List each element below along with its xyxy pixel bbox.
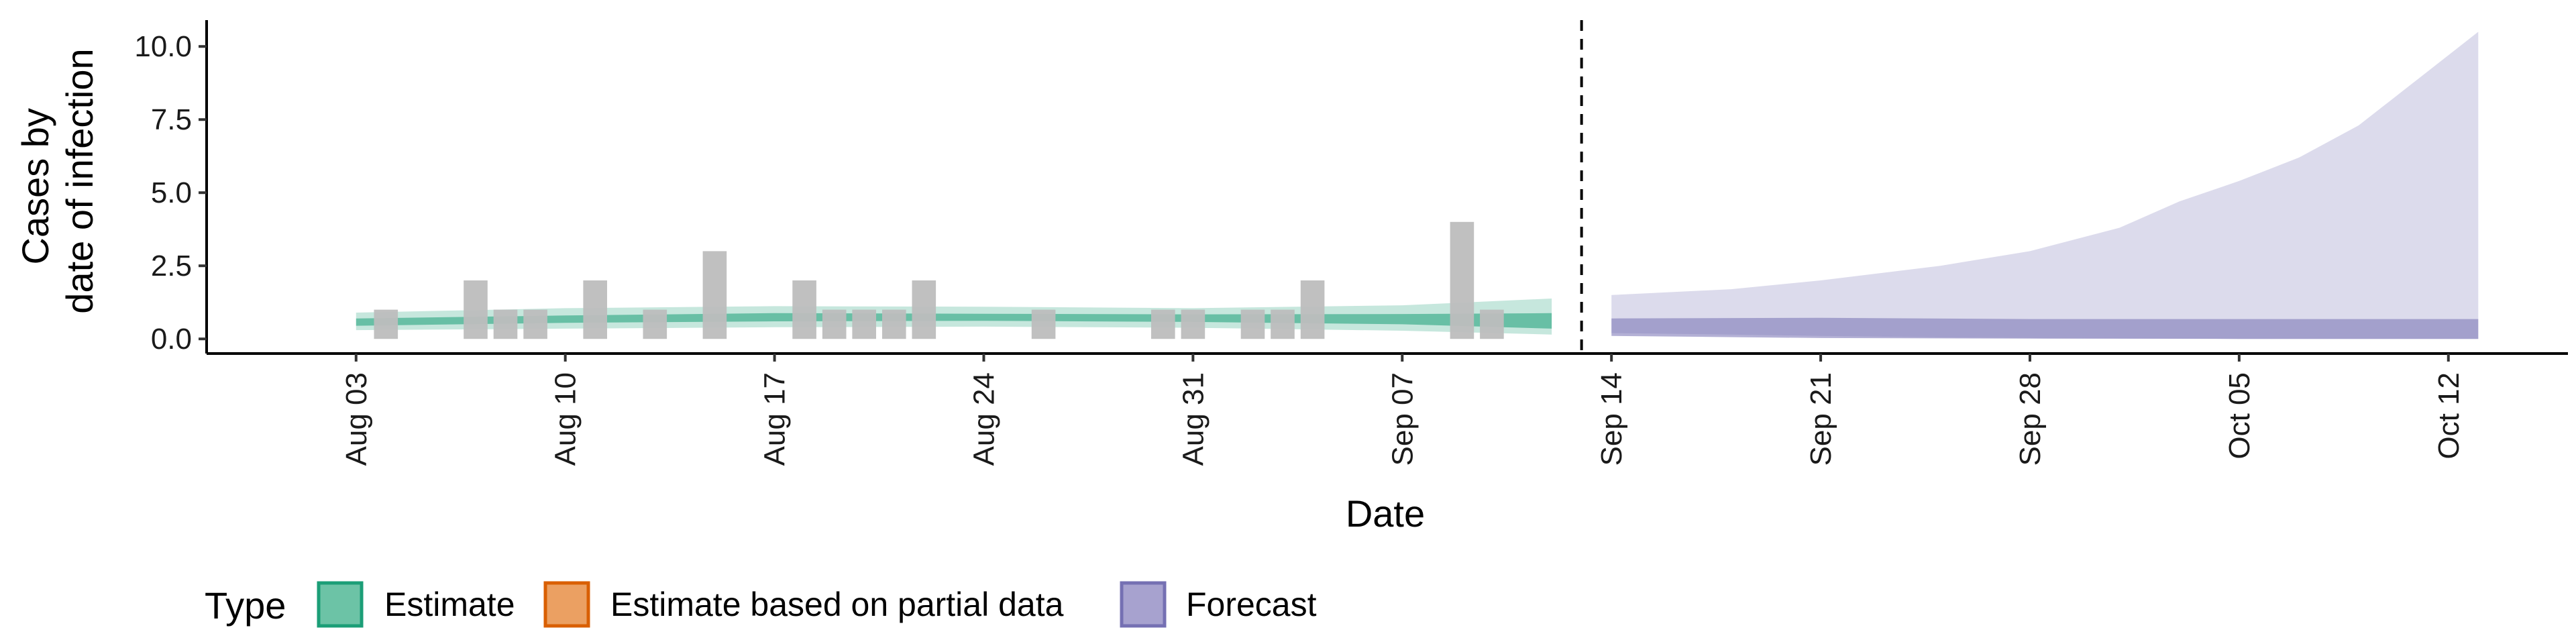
x-axis-ticks: Aug 03 Aug 10 Aug 17 Aug 24 Aug 31 Sep 07 Sep … [340, 354, 2465, 466]
x-tick-label: Oct 12 [2432, 372, 2465, 460]
x-tick-label: Sep 28 [2014, 372, 2047, 466]
legend-key-estimate-partial [543, 581, 590, 628]
y-axis-title-line-1: Cases by [14, 108, 56, 264]
legend-label-forecast: Forecast [1186, 586, 1317, 623]
legend-label-estimate: Estimate [384, 586, 515, 623]
y-axis-title-line-2: date of infection [58, 48, 101, 313]
observed-case-bar [643, 309, 667, 339]
observed-case-bar [374, 309, 398, 339]
x-tick-label: Aug 17 [759, 372, 792, 466]
x-tick-label: Oct 05 [2223, 372, 2256, 460]
x-tick-label: Aug 10 [549, 372, 582, 466]
observed-case-bar [1240, 309, 1265, 339]
y-axis-title: Cases by date of infection [14, 48, 101, 313]
observed-case-bar [493, 309, 518, 339]
y-tick-label: 7.5 [151, 103, 192, 136]
forecast-inner-band [1611, 317, 2479, 339]
observed-case-bar [1031, 309, 1056, 339]
observed-case-bar [523, 309, 547, 339]
observed-case-bar [1300, 280, 1325, 339]
x-axis-title: Date [1346, 492, 1425, 535]
observed-case-bar [882, 309, 906, 339]
legend-key-forecast [1120, 581, 1167, 628]
y-tick-label: 2.5 [151, 250, 192, 282]
legend-item-estimate: Estimate [317, 581, 515, 628]
legend-label-estimate-partial: Estimate based on partial data [610, 586, 1064, 623]
legend-title: Type [205, 584, 286, 627]
observed-case-bar [1151, 309, 1175, 339]
x-tick-label: Aug 24 [968, 372, 1001, 466]
plot-panel: 0.0 2.5 5.0 7.5 10.0 Aug 03 Aug 10 Aug 17 Aug 2… [134, 20, 2568, 466]
x-tick-label: Aug 03 [340, 372, 373, 466]
y-tick-label: 5.0 [151, 176, 192, 209]
observed-case-bar [822, 309, 847, 339]
observed-case-bar [912, 280, 936, 339]
observed-case-bar [702, 251, 727, 339]
observed-bars [374, 221, 1504, 339]
y-tick-label: 0.0 [151, 323, 192, 356]
observed-case-bar [792, 280, 816, 339]
observed-case-bar [1181, 309, 1205, 339]
x-tick-label: Aug 31 [1177, 372, 1210, 466]
legend-item-estimate-partial: Estimate based on partial data [543, 581, 1064, 628]
observed-case-bar [852, 309, 876, 339]
forecast-outer-band [1611, 32, 2479, 339]
legend-key-estimate [317, 581, 364, 628]
observed-case-bar [1480, 309, 1504, 339]
legend: Type Estimate Estimate based on partial … [205, 581, 1317, 628]
legend-item-forecast: Forecast [1120, 581, 1317, 628]
x-tick-label: Sep 07 [1386, 372, 1419, 466]
x-tick-label: Sep 21 [1805, 372, 1837, 466]
observed-case-bar [1450, 221, 1474, 339]
observed-case-bar [1271, 309, 1295, 339]
observed-case-bar [583, 280, 607, 339]
y-axis-ticks: 0.0 2.5 5.0 7.5 10.0 [134, 30, 207, 356]
estimate-bands [356, 32, 2479, 339]
x-tick-label: Sep 14 [1595, 372, 1628, 466]
observed-case-bar [464, 280, 488, 339]
y-tick-label: 10.0 [134, 30, 192, 63]
